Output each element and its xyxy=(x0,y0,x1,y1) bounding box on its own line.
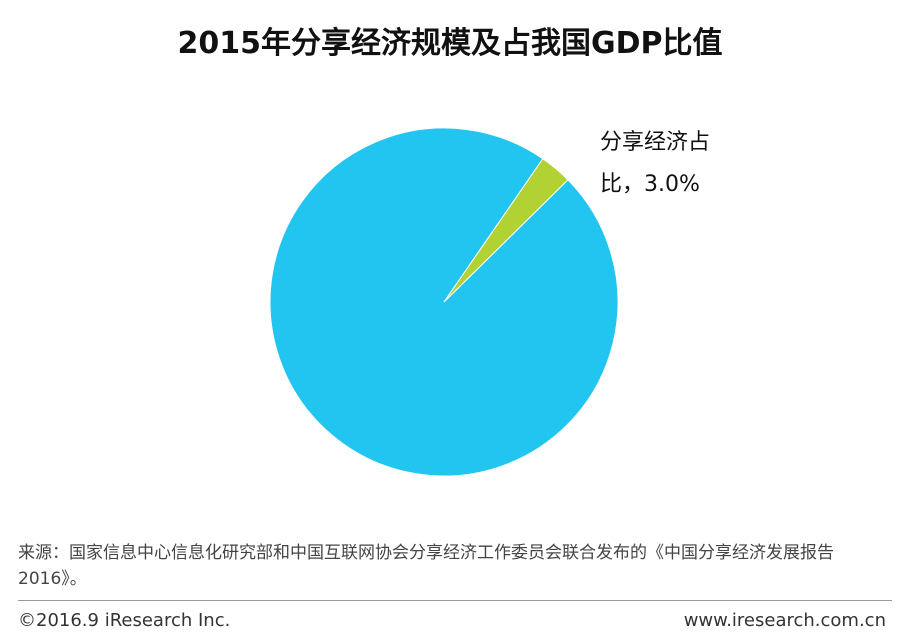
slice-annotation-line2: 比，3.0% xyxy=(600,172,700,197)
chart-title: 2015年分享经济规模及占我国GDP比值 xyxy=(177,26,723,61)
pie-chart xyxy=(269,127,619,477)
source-note: 来源：国家信息中心信息化研究部和中国互联网协会分享经济工作委员会联合发布的《中国… xyxy=(18,543,834,589)
pie-slices xyxy=(269,127,619,477)
slice-annotation-line1: 分享经济占 xyxy=(600,130,711,155)
website-link[interactable]: www.iresearch.com.cn xyxy=(683,610,886,631)
footer-divider xyxy=(18,600,892,601)
slice-annotation: 分享经济占 比，3.0% xyxy=(600,122,770,206)
copyright-text: ©2016.9 iResearch Inc. xyxy=(18,610,231,631)
pie-slice-sharing-economy xyxy=(443,158,569,303)
